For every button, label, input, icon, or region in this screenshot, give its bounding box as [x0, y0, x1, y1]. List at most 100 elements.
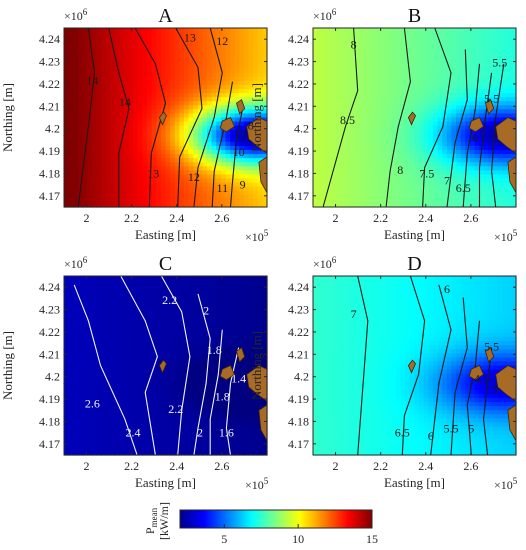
heatmap-cell: [87, 198, 93, 204]
heatmap-cell: [87, 89, 93, 94]
heatmap-cell: [216, 276, 222, 281]
heatmap-cell: [428, 125, 434, 131]
heatmap-cell: [382, 76, 388, 82]
heatmap-cell: [142, 288, 148, 293]
heatmap-cell: [230, 154, 236, 159]
heatmap-cell: [64, 349, 70, 354]
heatmap-cell: [405, 137, 411, 143]
heatmap-cell: [377, 194, 383, 200]
heatmap-cell: [170, 170, 176, 176]
heatmap-cell: [257, 178, 263, 184]
heatmap-cell: [128, 76, 134, 82]
heatmap-cell: [197, 48, 204, 54]
heatmap-cell: [234, 121, 240, 127]
heatmap-cell: [354, 170, 360, 176]
heatmap-cell: [331, 121, 337, 127]
heatmap-cell: [87, 304, 93, 310]
heatmap-cell: [68, 141, 74, 147]
heatmap-cell: [437, 117, 443, 123]
heatmap-cell: [151, 80, 157, 86]
heatmap-cell: [340, 68, 346, 74]
heatmap-cell: [105, 93, 111, 98]
heatmap-cell: [165, 280, 171, 285]
heatmap-cell: [82, 166, 88, 171]
heatmap-cell: [414, 166, 420, 171]
heatmap-cell: [446, 202, 453, 208]
heatmap-cell: [137, 190, 144, 196]
heatmap-cell: [248, 52, 254, 58]
heatmap-cell: [100, 36, 107, 41]
heatmap-cell: [220, 68, 227, 74]
heatmap-cell: [160, 80, 167, 86]
heatmap-cell: [96, 300, 102, 306]
heatmap-cell: [193, 32, 199, 37]
heatmap-cell: [442, 129, 448, 135]
heatmap-cell: [400, 145, 406, 151]
heatmap-cell: [465, 52, 471, 58]
heatmap-cell: [511, 52, 517, 58]
heatmap-cell: [354, 101, 360, 106]
heatmap-cell: [119, 48, 125, 54]
heatmap-cell: [105, 162, 111, 167]
heatmap-cell: [216, 300, 222, 306]
heatmap-cell: [96, 337, 102, 342]
heatmap-cell: [128, 117, 134, 123]
heatmap-cell: [391, 64, 397, 70]
heatmap-cell: [64, 357, 70, 363]
heatmap-cell: [100, 32, 107, 37]
heatmap-cell: [511, 48, 517, 54]
heatmap-cell: [331, 56, 337, 62]
heatmap-cell: [188, 341, 194, 346]
heatmap-cell: [114, 137, 120, 143]
heatmap-cell: [174, 150, 180, 155]
heatmap-cell: [372, 150, 379, 155]
heatmap-cell: [317, 64, 323, 70]
heatmap-cell: [96, 64, 102, 70]
heatmap-cell: [137, 349, 144, 354]
heatmap-cell: [230, 32, 236, 37]
x-tick-label: 2.6: [463, 211, 478, 225]
heatmap-cell: [216, 40, 222, 45]
heatmap-cell: [497, 182, 503, 188]
heatmap-cell: [414, 32, 420, 37]
heatmap-cell: [474, 109, 480, 115]
heatmap-cell: [456, 198, 462, 204]
heatmap-cell: [363, 48, 369, 54]
heatmap-cell: [123, 300, 130, 306]
heatmap-cell: [207, 76, 213, 82]
heatmap-cell: [174, 101, 180, 106]
heatmap-cell: [100, 312, 107, 318]
heatmap-cell: [119, 72, 125, 78]
heatmap-cell: [87, 48, 93, 54]
heatmap-cell: [465, 133, 471, 139]
heatmap-cell: [142, 84, 148, 90]
heatmap-cell: [497, 101, 503, 106]
heatmap-cell: [446, 145, 453, 151]
heatmap-cell: [82, 332, 88, 338]
heatmap-cell: [460, 72, 466, 78]
heatmap-cell: [456, 48, 462, 54]
heatmap-cell: [68, 296, 74, 302]
heatmap-cell: [419, 154, 425, 159]
heatmap-cell: [123, 129, 130, 135]
island-shape: [158, 111, 167, 126]
heatmap-cell: [128, 324, 134, 330]
heatmap-cell: [469, 113, 476, 119]
heatmap-cell: [87, 296, 93, 302]
heatmap-cell: [156, 162, 162, 167]
heatmap-cell: [114, 349, 120, 354]
heatmap-cell: [87, 182, 93, 188]
heatmap-cell: [386, 36, 393, 41]
heatmap-cell: [225, 345, 231, 350]
heatmap-cell: [248, 105, 254, 110]
heatmap-cell: [133, 145, 139, 151]
contour-label: 12: [216, 34, 228, 48]
heatmap-cell: [193, 145, 199, 151]
heatmap-cell: [345, 32, 351, 37]
heatmap-cell: [419, 145, 425, 151]
heatmap-cell: [437, 178, 443, 184]
heatmap-cell: [202, 117, 208, 123]
heatmap-cell: [128, 68, 134, 74]
heatmap-cell: [345, 194, 351, 200]
contour-line-A-14: [77, 27, 96, 208]
